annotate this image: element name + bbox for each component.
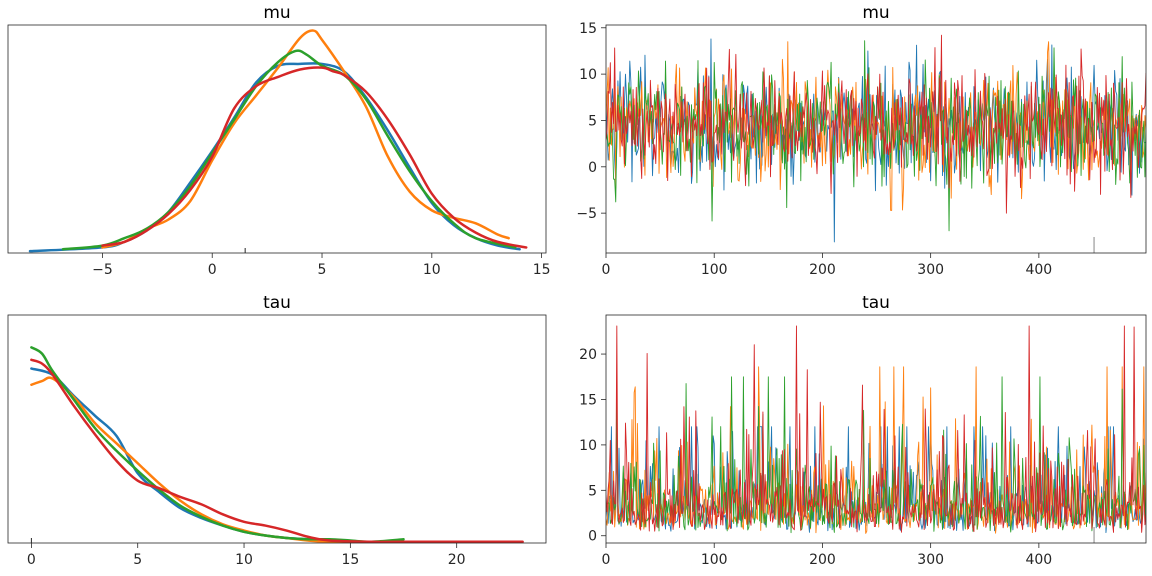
mu-density-curve-chain-0: [28, 62, 521, 253]
tau-density-panel: tau 0 5 10 15 20: [7, 293, 547, 568]
tau-trace-line-chain-3: [606, 325, 1146, 533]
tau-density-x-tick-label: 10: [235, 552, 253, 568]
mu-density-x-tick-label: −5: [92, 262, 113, 278]
tau-trace-y-tick-label: 5: [588, 483, 597, 499]
mu-density-curve-chain-2: [61, 49, 517, 251]
mu-trace-line-chain-3: [606, 34, 1146, 214]
mu-trace-x-tick-label: 0: [602, 262, 611, 278]
mu-trace-y-axis: −5 0 5 10 15: [576, 21, 606, 222]
tau-trace-panel: tau 0 100 200 300 400 0 5 10 15 20: [579, 293, 1147, 568]
mu-density-x-axis: −5 0 5 10 15: [92, 253, 551, 278]
mu-trace-x-tick-label: 400: [1025, 262, 1052, 278]
mu-density-frame: [7, 24, 547, 254]
mu-density-curves: [28, 29, 528, 253]
tau-trace-title: tau: [862, 293, 890, 313]
tau-density-curve-chain-0: [30, 367, 395, 543]
tau-density-x-tick-label: 0: [27, 552, 36, 568]
mu-density-title: mu: [263, 3, 290, 23]
tau-trace-y-axis: 0 5 10 15 20: [579, 347, 606, 545]
tau-density-x-tick-label: 5: [133, 552, 142, 568]
tau-trace-x-tick-label: 100: [701, 552, 728, 568]
tau-trace-x-tick-label: 0: [602, 552, 611, 568]
mu-trace-x-tick-label: 200: [809, 262, 836, 278]
tau-density-title: tau: [263, 293, 291, 313]
mu-trace-y-tick-label: 0: [588, 160, 597, 176]
tau-density-curves: [30, 346, 524, 543]
tau-trace-y-tick-label: 15: [579, 392, 597, 408]
tau-density-curve-chain-3: [30, 358, 524, 543]
tau-trace-x-tick-label: 400: [1025, 552, 1052, 568]
tau-trace-y-tick-label: 0: [588, 529, 597, 545]
tau-density-x-axis: 0 5 10 15 20: [27, 543, 466, 568]
tau-density-frame: [7, 314, 547, 544]
tau-trace-frame: [605, 314, 1147, 544]
tau-trace-x-tick-label: 300: [917, 552, 944, 568]
tau-trace-lines: [606, 325, 1146, 534]
mu-trace-lines: [606, 34, 1146, 243]
tau-trace-x-tick-label: 200: [809, 552, 836, 568]
mu-density-x-tick-label: 0: [208, 262, 217, 278]
tau-density-x-tick-label: 15: [341, 552, 359, 568]
mu-trace-y-tick-label: 15: [579, 21, 597, 37]
mu-trace-x-axis: 0 100 200 300 400: [602, 253, 1052, 278]
mu-trace-y-tick-label: 10: [579, 67, 597, 83]
mu-trace-frame: [605, 24, 1147, 254]
mu-trace-x-tick-label: 300: [917, 262, 944, 278]
tau-trace-y-tick-label: 10: [579, 438, 597, 454]
mu-trace-title: mu: [862, 3, 889, 23]
tau-trace-y-tick-label: 20: [579, 347, 597, 363]
tau-density-x-tick-label: 20: [448, 552, 466, 568]
mu-density-x-tick-label: 5: [318, 262, 327, 278]
mu-density-x-tick-label: 10: [423, 262, 441, 278]
tau-trace-x-axis: 0 100 200 300 400: [602, 543, 1052, 568]
mu-density-x-tick-label: 15: [533, 262, 551, 278]
mu-trace-y-tick-label: −5: [576, 206, 597, 222]
mu-trace-y-tick-label: 5: [588, 113, 597, 129]
mu-density-curve-chain-3: [101, 66, 528, 249]
mu-trace-x-tick-label: 100: [701, 262, 728, 278]
mu-trace-panel: mu 0 100 200 300 400 −5 0 5 10 15: [576, 3, 1147, 278]
mu-density-panel: mu −5 0 5 10 15: [7, 3, 551, 278]
